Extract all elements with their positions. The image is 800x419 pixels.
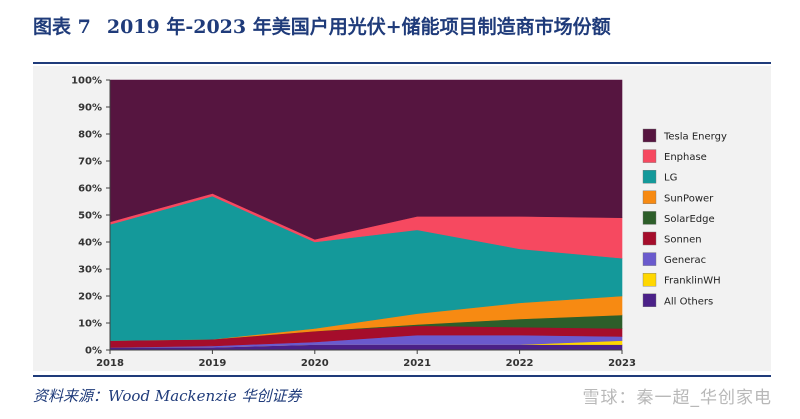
legend-swatch-sunpower	[642, 190, 657, 205]
y-tick-label: 60%	[78, 184, 102, 195]
watermark: 雪球：秦一超_华创家电	[582, 388, 772, 408]
y-axis: 0% 10% 20% 30% 40% 50% 60% 70% 80% 90% 100%	[71, 76, 111, 357]
area-tesla-energy	[109, 79, 623, 240]
legend-swatch-lg	[642, 169, 657, 184]
figure-title: 图表 7 2019 年-2023 年美国户用光伏+储能项目制造商市场份额	[33, 12, 611, 39]
x-tick-label: 2020	[301, 358, 329, 369]
y-tick-label: 90%	[78, 103, 102, 114]
legend-swatch-tesla-energy	[642, 128, 657, 143]
figure-title-text: 2019 年-2023 年美国户用光伏+储能项目制造商市场份额	[106, 16, 611, 38]
y-tick-label: 40%	[78, 238, 102, 249]
legend-label-tesla-energy: Tesla Energy	[663, 132, 727, 143]
x-axis: 2018 2019 2020 2021 2022 2023	[96, 349, 636, 369]
y-tick-label: 30%	[78, 265, 102, 276]
legend-label-enphase: Enphase	[664, 152, 707, 163]
x-tick-label: 2019	[198, 358, 226, 369]
source-note: 资料来源：Wood Mackenzie 华创证券	[33, 387, 302, 405]
legend-label-lg: LG	[664, 173, 677, 184]
legend-swatch-enphase	[642, 149, 657, 163]
figure-label: 图表 7	[33, 16, 91, 38]
legend-swatch-all-others	[642, 293, 657, 308]
top-rule	[33, 62, 771, 64]
legend-swatch-generac	[642, 252, 657, 266]
y-tick-label: 80%	[78, 130, 102, 141]
legend: Tesla Energy Enphase LG SunPower SolarEdge So…	[642, 128, 727, 308]
x-tick-label: 2023	[608, 358, 636, 369]
x-tick-label: 2018	[96, 358, 124, 369]
legend-swatch-sonnen	[642, 231, 657, 246]
y-tick-label: 50%	[78, 211, 102, 222]
series-areas	[109, 79, 623, 351]
stacked-area-chart: 0%10%20%30%40%50%60%70%80%90%100% 2018 20…	[33, 66, 771, 371]
y-tick-label: 10%	[78, 319, 102, 330]
legend-label-sonnen: Sonnen	[664, 235, 702, 246]
legend-label-all-others: All Others	[664, 296, 713, 307]
legend-label-sunpower: SunPower	[664, 193, 714, 204]
x-tick-label: 2021	[403, 358, 431, 369]
chart-container: 0% 10% 20% 30% 40% 50% 60% 70% 80% 90% 100% 2018 20…	[33, 66, 771, 371]
bottom-rule	[33, 375, 771, 377]
y-tick-label: 100%	[71, 76, 102, 87]
legend-swatch-solaredge	[642, 211, 657, 225]
y-tick-label: 20%	[78, 292, 102, 303]
legend-label-solaredge: SolarEdge	[664, 214, 715, 225]
x-tick-label: 2022	[506, 358, 534, 369]
y-tick-label: 70%	[78, 157, 102, 168]
legend-label-generac: Generac	[664, 255, 706, 266]
legend-label-franklinwh: FranklinWH	[664, 276, 721, 287]
y-tick-label: 0%	[85, 346, 102, 357]
legend-swatch-franklinwh	[642, 272, 657, 287]
